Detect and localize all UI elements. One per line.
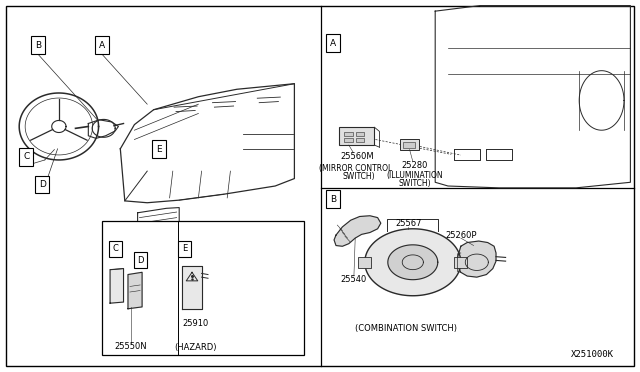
Bar bbox=[339, 127, 374, 145]
Text: SWITCH): SWITCH) bbox=[342, 172, 374, 181]
Bar bbox=[403, 142, 415, 148]
Bar bbox=[400, 139, 419, 150]
Polygon shape bbox=[365, 229, 461, 296]
Text: X251000K: X251000K bbox=[572, 350, 614, 359]
Text: B: B bbox=[35, 41, 41, 49]
Text: D: D bbox=[138, 256, 144, 264]
Text: 25540: 25540 bbox=[340, 275, 367, 284]
Bar bbox=[358, 257, 371, 268]
Bar bbox=[356, 132, 364, 136]
Bar bbox=[95, 36, 109, 54]
Bar bbox=[35, 176, 49, 193]
Bar bbox=[109, 241, 122, 257]
Text: (ILLUMINATION: (ILLUMINATION bbox=[387, 171, 443, 180]
Bar bbox=[326, 34, 340, 52]
Polygon shape bbox=[388, 245, 438, 280]
Bar bbox=[454, 257, 467, 268]
Text: C: C bbox=[112, 244, 118, 253]
Text: 25567: 25567 bbox=[395, 219, 422, 228]
Bar bbox=[31, 36, 45, 54]
Bar bbox=[152, 140, 166, 158]
Text: 25550N: 25550N bbox=[115, 342, 147, 351]
Text: (MIRROR CONTROL: (MIRROR CONTROL bbox=[319, 164, 392, 173]
Text: 25560M: 25560M bbox=[340, 153, 374, 161]
Bar bbox=[134, 252, 147, 268]
Bar bbox=[344, 132, 353, 136]
Polygon shape bbox=[334, 216, 381, 246]
Text: 25260P: 25260P bbox=[445, 231, 477, 240]
Text: SWITCH): SWITCH) bbox=[399, 179, 431, 187]
Bar bbox=[344, 138, 353, 142]
Text: C: C bbox=[23, 152, 29, 161]
Text: D: D bbox=[39, 180, 45, 189]
Polygon shape bbox=[458, 241, 496, 277]
Text: (COMBINATION SWITCH): (COMBINATION SWITCH) bbox=[355, 324, 458, 333]
Bar bbox=[356, 138, 364, 142]
Text: A: A bbox=[330, 39, 337, 48]
Bar bbox=[178, 241, 191, 257]
Polygon shape bbox=[128, 272, 142, 309]
Polygon shape bbox=[110, 269, 124, 303]
Text: 25910: 25910 bbox=[182, 319, 209, 328]
Text: 25280: 25280 bbox=[401, 161, 428, 170]
Bar bbox=[326, 190, 340, 208]
Text: (HAZARD): (HAZARD) bbox=[174, 343, 216, 352]
Text: A: A bbox=[99, 41, 105, 49]
Text: E: E bbox=[182, 244, 187, 253]
Bar bbox=[19, 148, 33, 166]
Text: E: E bbox=[157, 145, 162, 154]
Bar bbox=[102, 221, 304, 355]
Text: B: B bbox=[330, 195, 337, 204]
Polygon shape bbox=[182, 266, 202, 309]
